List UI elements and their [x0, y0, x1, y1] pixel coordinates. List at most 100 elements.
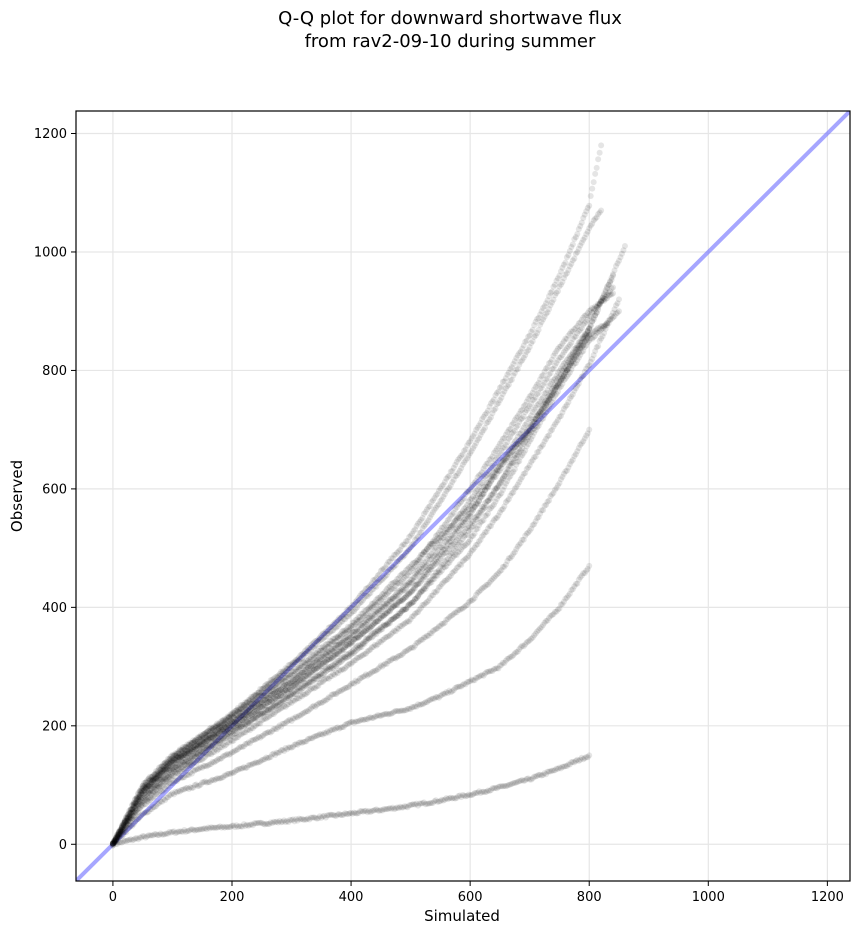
- qq-point: [562, 259, 569, 266]
- qq-point: [346, 810, 353, 817]
- qq-point: [413, 800, 420, 807]
- qq-point: [480, 672, 487, 679]
- qq-point: [330, 726, 337, 733]
- qq-point: [294, 714, 301, 721]
- qq-point: [446, 687, 453, 694]
- qq-point: [138, 803, 145, 810]
- qq-point: [226, 824, 233, 831]
- qq-point: [275, 819, 282, 826]
- qq-point: [435, 694, 442, 701]
- qq-point: [522, 532, 529, 539]
- qq-point: [407, 706, 414, 713]
- qq-point: [324, 812, 331, 819]
- qq-point: [471, 595, 478, 602]
- qq-point: [508, 780, 515, 787]
- qq-point: [431, 695, 438, 702]
- qq-point: [376, 664, 383, 671]
- qq-point: [295, 739, 302, 746]
- qq-point: [367, 809, 374, 816]
- qq-point: [359, 808, 366, 815]
- qq-point: [154, 832, 161, 839]
- qq-point: [272, 751, 279, 758]
- qq-point: [598, 142, 605, 149]
- qq-point: [499, 659, 506, 666]
- qq-point: [538, 772, 545, 779]
- qq-point: [429, 628, 436, 635]
- qq-point: [227, 750, 234, 757]
- qq-point: [176, 774, 183, 781]
- qq-point: [193, 781, 200, 788]
- qq-point: [228, 769, 235, 776]
- qq-point: [572, 451, 579, 458]
- qq-point: [364, 809, 371, 816]
- qq-point: [508, 653, 515, 660]
- qq-point: [237, 743, 244, 750]
- qq-point: [501, 563, 508, 570]
- qq-point: [301, 709, 308, 716]
- qq-point: [109, 842, 116, 849]
- qq-point: [273, 749, 280, 756]
- qq-point: [428, 696, 435, 703]
- qq-point: [269, 751, 276, 758]
- qq-point: [130, 820, 137, 827]
- qq-point: [566, 761, 573, 768]
- qq-point: [444, 689, 451, 696]
- qq-point: [117, 839, 124, 846]
- qq-point: [203, 779, 210, 786]
- qq-point: [504, 655, 511, 662]
- qq-point: [358, 674, 365, 681]
- qq-point: [416, 702, 423, 709]
- qq-point: [499, 563, 506, 570]
- qq-point: [596, 149, 603, 156]
- qq-point: [148, 832, 155, 839]
- qq-point: [179, 786, 186, 793]
- qq-point: [162, 785, 169, 792]
- qq-point: [242, 741, 249, 748]
- qq-point: [147, 806, 154, 813]
- qq-point: [373, 713, 380, 720]
- qq-point: [190, 784, 197, 791]
- qq-point: [455, 683, 462, 690]
- qq-point: [340, 686, 347, 693]
- qq-point: [145, 832, 152, 839]
- qq-point: [173, 778, 180, 785]
- qq-point: [261, 821, 268, 828]
- qq-point: [519, 777, 526, 784]
- qq-point: [164, 777, 171, 784]
- qq-point: [453, 684, 460, 691]
- qq-point: [458, 683, 465, 690]
- qq-point: [202, 762, 209, 769]
- qq-point: [476, 588, 483, 595]
- qq-point: [242, 822, 249, 829]
- qq-point: [425, 697, 432, 704]
- qq-point: [188, 785, 195, 792]
- qq-point: [267, 819, 274, 826]
- qq-point: [575, 576, 582, 583]
- qq-point: [243, 821, 250, 828]
- qq-point: [267, 754, 274, 761]
- qq-point: [426, 630, 433, 637]
- qq-point: [126, 824, 133, 831]
- qq-point: [351, 680, 358, 687]
- qq-point: [260, 756, 267, 763]
- qq-point: [505, 655, 512, 662]
- qq-point: [124, 837, 131, 844]
- qq-point: [462, 793, 469, 800]
- qq-point: [282, 720, 289, 727]
- qq-point: [209, 824, 216, 831]
- qq-point: [290, 715, 297, 722]
- qq-point: [187, 784, 194, 791]
- qq-point: [543, 617, 550, 624]
- qq-point: [170, 828, 177, 835]
- qq-point: [569, 241, 576, 248]
- qq-point: [517, 777, 524, 784]
- qq-point: [224, 771, 231, 778]
- qq-point: [407, 644, 414, 651]
- qq-point: [330, 691, 337, 698]
- qq-point: [284, 818, 291, 825]
- qq-point: [331, 690, 338, 697]
- qq-point: [167, 780, 174, 787]
- qq-point: [550, 490, 557, 497]
- qq-point: [172, 830, 179, 837]
- qq-point: [431, 626, 438, 633]
